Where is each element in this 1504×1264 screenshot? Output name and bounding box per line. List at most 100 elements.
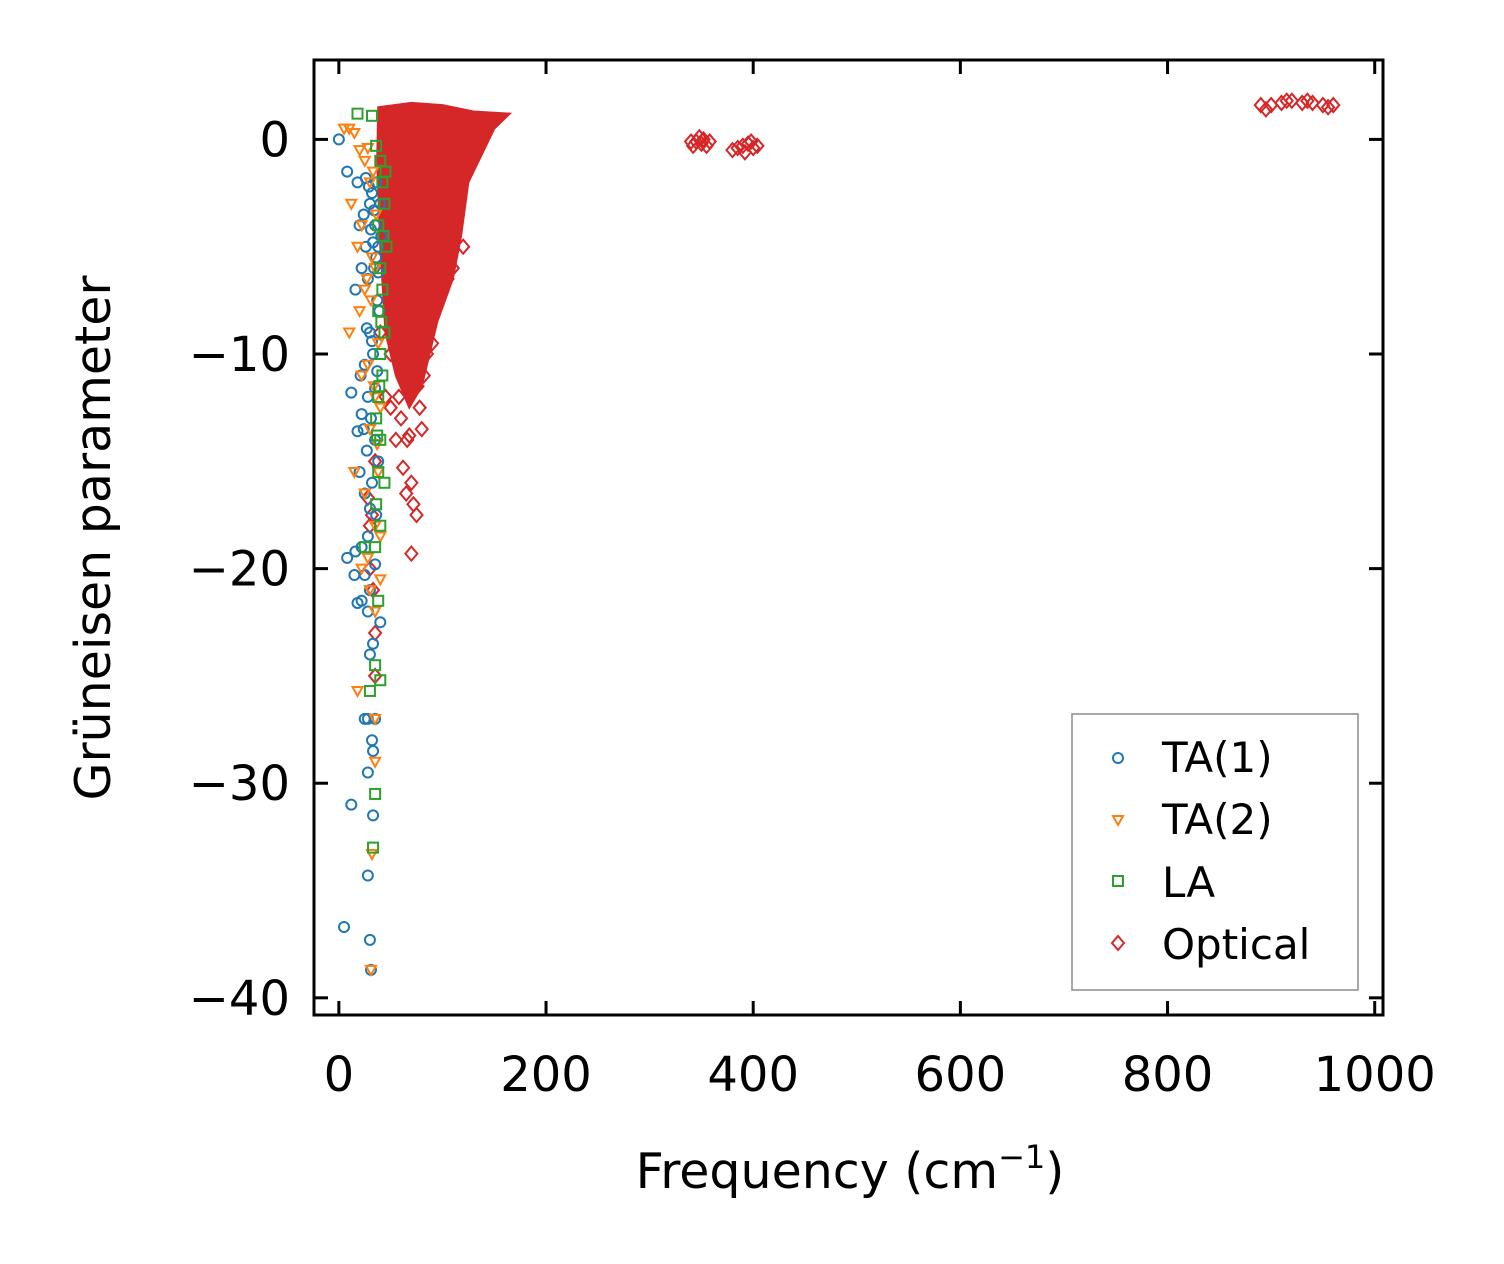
point-ta1-59 (361, 869, 374, 882)
point-ta2-6 (363, 177, 377, 190)
point-ta1-0 (332, 133, 345, 146)
point-la-0 (351, 107, 364, 120)
point-optical-40 (692, 128, 707, 146)
point-la-24 (363, 684, 376, 697)
point-ta2-30 (368, 606, 382, 619)
point-optical-4 (393, 409, 409, 427)
x-axis-label-close: ) (1045, 1143, 1064, 1200)
point-ta1-64 (362, 180, 375, 193)
point-optical-37 (699, 137, 714, 155)
point-ta1-10 (366, 187, 379, 200)
point-optical-6 (398, 484, 414, 503)
point-ta2-38 (360, 273, 374, 286)
y-axis-label: Grüneisen parameter (65, 275, 122, 801)
legend-marker-ta2 (1111, 815, 1125, 828)
point-ta1-37 (361, 530, 374, 543)
point-optical-18 (440, 270, 455, 288)
point-ta1-54 (366, 734, 379, 747)
point-optical-54 (1294, 94, 1310, 112)
point-ta2-34 (365, 849, 379, 862)
legend-entry-la: LA (1112, 858, 1215, 907)
point-la-1 (366, 109, 379, 122)
point-ta1-61 (363, 933, 376, 946)
point-optical-22 (391, 388, 407, 406)
point-ta2-2 (347, 127, 362, 141)
point-ta2-22 (371, 467, 385, 480)
point-la-31 (375, 315, 388, 328)
point-optical-60 (1300, 92, 1315, 110)
point-ta1-6 (355, 262, 368, 275)
point-ta1-50 (363, 648, 376, 661)
point-optical-21 (383, 399, 398, 417)
point-ta2-14 (342, 327, 356, 340)
legend-label-ta2: TA(2) (1161, 795, 1273, 844)
point-optical-33 (401, 427, 417, 445)
point-ta1-4 (357, 208, 370, 221)
point-la-33 (371, 429, 384, 442)
point-ta2-28 (373, 574, 387, 587)
point-la-18 (378, 476, 391, 489)
point-ta2-27 (354, 563, 369, 576)
point-la-8 (374, 262, 387, 275)
point-ta2-32 (368, 713, 382, 726)
point-ta1-25 (355, 408, 368, 421)
point-optical-49 (750, 137, 765, 155)
point-la-29 (379, 165, 392, 178)
point-ta1-7 (349, 283, 362, 296)
point-ta2-37 (369, 209, 383, 222)
legend-marker-optical (1110, 934, 1126, 952)
y-tick-label-2: −20 (189, 542, 290, 598)
point-la-12 (374, 348, 387, 361)
x-tick-label-400: 400 (707, 1047, 799, 1103)
point-la-27 (369, 787, 382, 800)
legend-box (1071, 713, 1359, 991)
legend-label-la: LA (1162, 858, 1215, 907)
point-ta1-28 (351, 425, 364, 438)
point-optical-23 (399, 431, 415, 449)
point-ta1-49 (367, 637, 380, 650)
point-optical-61 (1320, 98, 1336, 116)
point-optical-47 (737, 143, 753, 161)
point-optical-3 (388, 431, 404, 449)
point-ta2-17 (354, 370, 369, 383)
point-optical-12 (410, 377, 425, 395)
point-ta2-26 (361, 552, 375, 565)
point-la-22 (358, 541, 371, 554)
point-optical-59 (1279, 92, 1294, 110)
point-ta2-19 (373, 402, 387, 415)
optical-dense-region (376, 101, 513, 410)
point-ta1-71 (366, 335, 379, 348)
point-optical-16 (429, 291, 445, 309)
x-tick-label-0: 0 (324, 1047, 355, 1103)
point-optical-48 (743, 133, 759, 151)
axis-ticks: 0 200 400 600 800 1000 0 −10 −20 −30 −40 (189, 60, 1436, 1103)
point-la-19 (370, 498, 383, 511)
point-la-28 (367, 841, 380, 854)
x-tick-label-1000: 1000 (1314, 1047, 1436, 1103)
y-tick-label-3: −30 (189, 756, 290, 812)
point-ta1-58 (367, 809, 380, 822)
y-tick-label-0: 0 (259, 112, 290, 168)
legend-label-ta1: TA(1) (1161, 733, 1273, 782)
point-optical-41 (702, 133, 718, 151)
point-la-30 (377, 229, 390, 242)
x-tick-label-600: 600 (915, 1047, 1007, 1103)
point-ta2-39 (364, 295, 378, 308)
point-la-32 (373, 380, 386, 393)
point-la-2 (370, 139, 383, 152)
point-ta2-7 (344, 198, 358, 211)
point-ta2-3 (352, 145, 367, 158)
point-ta1-56 (361, 766, 374, 779)
point-optical-15 (424, 334, 440, 352)
optical-dense-band (376, 101, 513, 410)
point-optical-58 (1258, 100, 1274, 118)
point-la-5 (378, 197, 391, 210)
point-ta2-21 (347, 467, 362, 480)
point-optical-19 (445, 259, 461, 277)
axes-frame (312, 58, 1385, 1017)
point-ta1-46 (351, 596, 364, 609)
point-optical-46 (725, 141, 740, 159)
point-optical-53 (1284, 92, 1300, 110)
point-optical-10 (404, 545, 419, 563)
